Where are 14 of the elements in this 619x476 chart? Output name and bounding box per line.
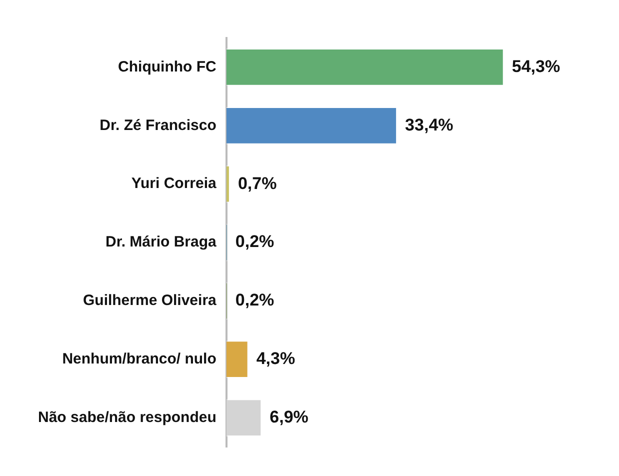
data-label: 54,3% — [512, 56, 560, 76]
y-tick-label: Chiquinho FC — [118, 58, 217, 76]
y-tick-label: Guilherme Oliveira — [82, 292, 218, 310]
y-tick-label: Nenhum/branco/ nulo — [62, 350, 216, 368]
data-label: 0,7% — [238, 174, 277, 193]
y-tick-label: Dr. Zé Francisco — [100, 116, 216, 134]
data-label: 4,3% — [256, 349, 296, 368]
y-tick-label: Dr. Mário Braga — [106, 234, 218, 251]
data-label: 33,4% — [405, 115, 454, 134]
y-tick-label: Não sabe/não respondeu — [38, 408, 216, 426]
data-label: 0,2% — [235, 232, 274, 252]
data-label: 0,2% — [235, 290, 274, 310]
data-label: 6,9% — [270, 407, 308, 426]
y-tick-label: Yuri Correia — [131, 175, 218, 192]
